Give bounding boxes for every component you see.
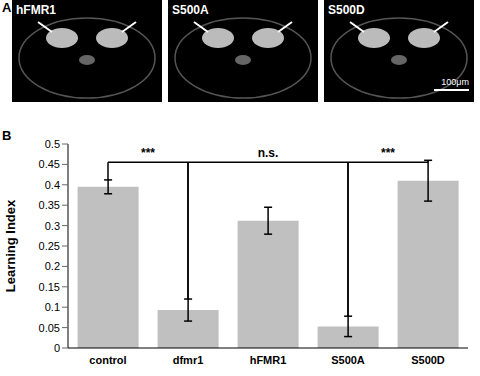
html-text:B: B [2,128,12,143]
svg-text:S500A: S500A [331,354,365,366]
svg-text:0.25: 0.25 [39,240,60,252]
svg-text:***: *** [381,146,395,160]
svg-text:0.3: 0.3 [45,220,60,232]
svg-text:dfmr1: dfmr1 [173,354,204,366]
svg-text:0.5: 0.5 [45,138,60,150]
svg-text:control: control [89,354,126,366]
svg-text:n.s.: n.s. [258,146,279,160]
svg-text:Learning Index: Learning Index [3,199,18,292]
svg-text:hFMR1: hFMR1 [16,3,56,17]
svg-text:S500D: S500D [328,3,365,17]
svg-text:0.05: 0.05 [39,322,60,334]
svg-text:A: A [2,0,12,15]
svg-text:0.45: 0.45 [39,158,60,170]
svg-text:0: 0 [54,342,60,354]
svg-text:0.1: 0.1 [45,301,60,313]
svg-text:100μm: 100μm [441,77,469,87]
svg-text:0.15: 0.15 [39,281,60,293]
svg-text:0.4: 0.4 [45,179,60,191]
svg-text:***: *** [141,146,155,160]
svg-text:0.2: 0.2 [45,260,60,272]
svg-text:S500D: S500D [411,354,445,366]
svg-text:hFMR1: hFMR1 [250,354,287,366]
svg-text:0.35: 0.35 [39,199,60,211]
svg-text:S500A: S500A [172,3,209,17]
